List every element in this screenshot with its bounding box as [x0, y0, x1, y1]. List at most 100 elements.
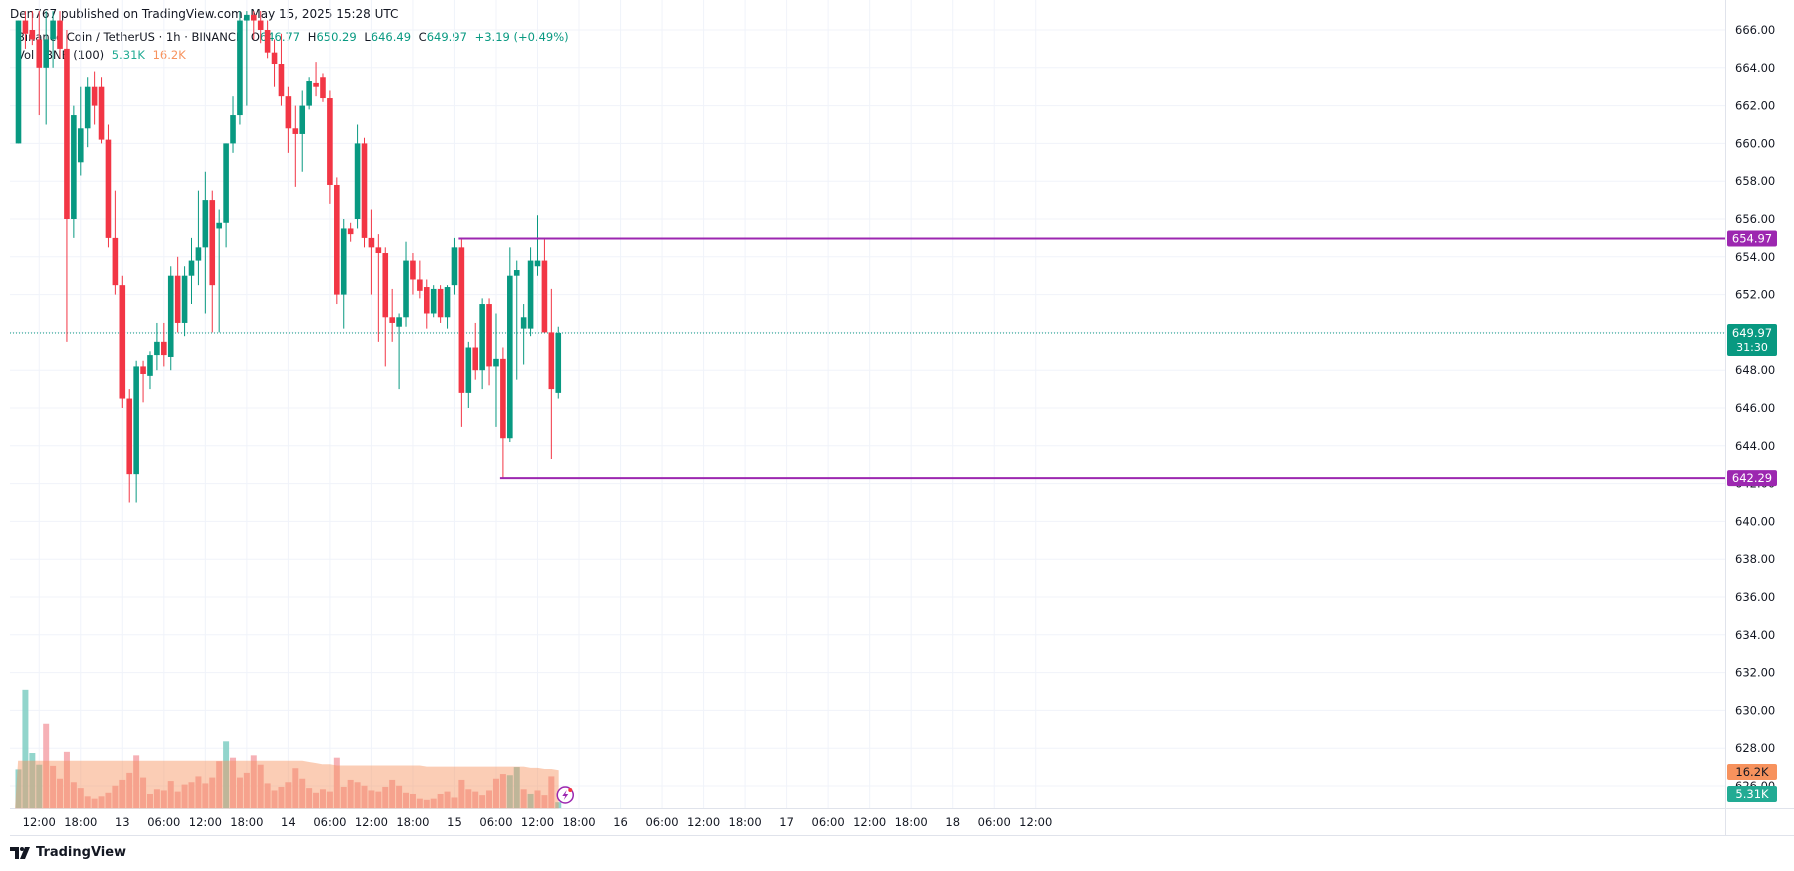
price-tick-label: 660.00 — [1735, 136, 1775, 150]
volume-bar — [181, 784, 188, 808]
volume-bar — [506, 775, 513, 808]
candle-body — [64, 48, 70, 220]
price-tick-label: 646.00 — [1735, 401, 1775, 415]
candle-body — [167, 275, 174, 357]
volume-bar — [98, 796, 105, 808]
time-tick-label: 12:00 — [853, 815, 886, 829]
candle-body — [513, 270, 520, 276]
time-tick-label: 12:00 — [687, 815, 720, 829]
candle-body — [244, 14, 250, 21]
footer-brand[interactable]: TradingView — [10, 845, 126, 860]
time-tick-label: 12:00 — [23, 815, 56, 829]
time-tick-label: 15 — [447, 815, 462, 829]
volume-bar — [153, 789, 160, 808]
candle-body — [50, 20, 56, 40]
price-tick-label: 638.00 — [1735, 552, 1775, 566]
candle-body — [306, 81, 312, 106]
price-tick-label: 644.00 — [1735, 439, 1775, 453]
price-tick-label: 664.00 — [1735, 61, 1775, 75]
last-price-label: 649.97 — [1732, 326, 1772, 340]
volume-bar — [133, 755, 140, 808]
candle-body — [417, 279, 423, 291]
volume-bar — [84, 796, 91, 808]
volume-bar — [527, 793, 534, 808]
time-tick-label: 06:00 — [978, 815, 1011, 829]
candle-body — [451, 247, 458, 286]
volume-bar — [444, 791, 451, 808]
price-tick-label: 654.00 — [1735, 250, 1775, 264]
symbol-title[interactable]: Binance Coin / TetherUS · 1h · BINANCE — [17, 30, 244, 44]
price-tick-label: 648.00 — [1735, 363, 1775, 377]
candle-body — [105, 139, 112, 238]
candle-body — [71, 115, 77, 219]
price-tick-label: 652.00 — [1735, 288, 1775, 302]
volume-bar — [43, 723, 50, 808]
volume-bar — [140, 777, 147, 808]
volume-bar — [555, 802, 562, 808]
low-value: L646.49 — [364, 30, 412, 44]
candle-body — [126, 398, 133, 475]
volume-bar — [188, 782, 195, 808]
candle-body — [278, 64, 285, 97]
candle-body — [493, 358, 499, 367]
time-tick-label: 18:00 — [64, 815, 97, 829]
volume-bar — [534, 790, 541, 808]
volume-bar — [91, 798, 98, 808]
volume-bar — [278, 786, 285, 808]
price-tick-label: 632.00 — [1735, 666, 1775, 680]
time-tick-label: 12:00 — [189, 815, 222, 829]
candle-body — [396, 317, 402, 327]
candle-body — [257, 20, 264, 30]
volume-bar — [541, 795, 548, 808]
candle-body — [430, 288, 437, 314]
volume-bar — [306, 788, 313, 808]
candle-body — [174, 275, 181, 323]
candle-body — [77, 128, 84, 163]
volume-bar — [292, 768, 299, 808]
change-value: +3.19 (+0.49%) — [474, 30, 569, 44]
candle-body — [534, 260, 541, 267]
candle-body — [161, 341, 167, 356]
volume-bar — [548, 776, 555, 808]
price-tick-label: 662.00 — [1735, 99, 1775, 113]
volume-bar — [347, 779, 354, 808]
volume-bar — [22, 689, 29, 808]
level-price-tag — [1727, 470, 1777, 487]
candle-body — [361, 143, 368, 238]
candle-body — [313, 82, 319, 87]
candle-body — [334, 184, 340, 295]
candle-body — [410, 260, 416, 280]
volume-bar — [36, 764, 43, 808]
candle-body — [527, 260, 534, 329]
volume-bar — [57, 778, 64, 808]
candle-body — [230, 115, 236, 144]
volume-bar — [340, 786, 347, 808]
time-tick-label: 14 — [281, 815, 296, 829]
volume-bar — [499, 774, 506, 808]
volume-bar — [416, 798, 423, 808]
last-price-tag — [1727, 323, 1777, 356]
candle-body — [340, 228, 347, 295]
symbol-legend: Binance Coin / TetherUS · 1h · BINANCE O… — [17, 30, 573, 44]
published-header: Den767 published on TradingView.com, May… — [10, 7, 399, 21]
volume-bar — [160, 790, 167, 808]
volume-bar — [195, 776, 202, 808]
volume-bar — [423, 799, 430, 808]
time-tick-label: 17 — [779, 815, 794, 829]
volume-bar — [264, 783, 271, 808]
candle-body — [423, 287, 430, 314]
volume-bar — [126, 772, 133, 808]
time-tick-label: 06:00 — [313, 815, 346, 829]
candle-body — [347, 228, 354, 235]
volume-bar — [146, 793, 153, 808]
candle-body — [541, 260, 548, 333]
time-tick-label: 06:00 — [479, 815, 512, 829]
footer-brand-label: TradingView — [36, 845, 127, 860]
candle-body — [486, 304, 492, 367]
volume-bar — [354, 782, 361, 808]
volume-bar — [492, 778, 499, 808]
time-tick-label: 06:00 — [147, 815, 180, 829]
level-price-label: 642.29 — [1732, 471, 1772, 485]
time-tick-label: 12:00 — [521, 815, 554, 829]
